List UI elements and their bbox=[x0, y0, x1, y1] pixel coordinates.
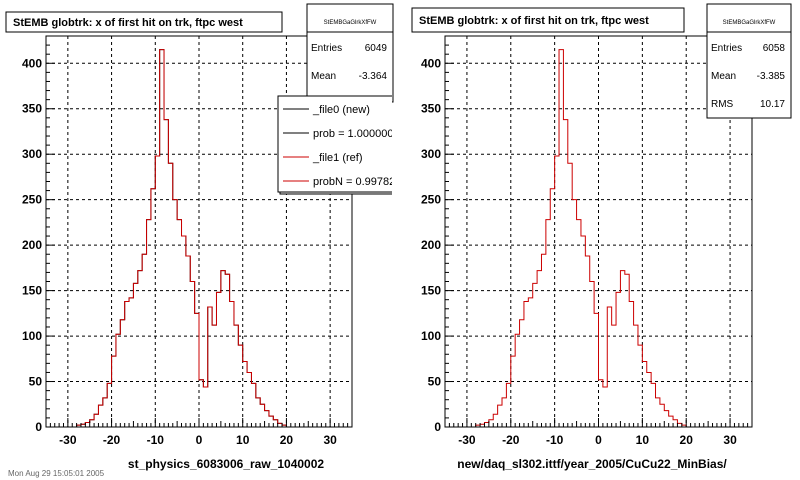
x-tick-label: 0 bbox=[196, 433, 203, 447]
y-tick-label: 400 bbox=[421, 56, 441, 70]
stats-key-mean: Mean bbox=[311, 71, 336, 82]
stats-box bbox=[306, 3, 394, 103]
stats-value-rms: 10.17 bbox=[760, 99, 785, 110]
histogram-series-1 bbox=[76, 49, 287, 427]
y-tick-label: 150 bbox=[22, 284, 42, 298]
x-tick-label: 30 bbox=[723, 433, 737, 447]
histogram-series-0 bbox=[475, 49, 687, 427]
y-tick-label: 100 bbox=[421, 329, 441, 343]
stats-key-rms: RMS bbox=[711, 99, 734, 110]
x-tick-label: 10 bbox=[636, 433, 650, 447]
footer-timestamp: Mon Aug 29 15:05:01 2005 bbox=[8, 469, 105, 478]
legend-entry: _file0 (new) bbox=[312, 104, 370, 116]
legend-entry: prob = 1.000000 bbox=[313, 128, 393, 140]
title-box bbox=[5, 11, 283, 33]
stats-key-mean: Mean bbox=[711, 71, 736, 82]
stats-key-entries: Entries bbox=[311, 43, 342, 54]
x-tick-label: 30 bbox=[323, 433, 337, 447]
stats-box bbox=[706, 3, 792, 119]
x-tick-label: -10 bbox=[147, 433, 165, 447]
x-tick-label: -30 bbox=[458, 433, 476, 447]
y-tick-label: 0 bbox=[35, 420, 42, 434]
y-tick-label: 250 bbox=[421, 193, 441, 207]
y-tick-label: 300 bbox=[421, 147, 441, 161]
x-axis-label: st_physics_6083006_raw_1040002 bbox=[128, 457, 324, 471]
y-tick-label: 200 bbox=[421, 238, 441, 252]
stats-value-mean: -3.364 bbox=[359, 71, 388, 82]
y-tick-label: 250 bbox=[22, 193, 42, 207]
y-tick-label: 300 bbox=[22, 147, 42, 161]
y-tick-label: 200 bbox=[22, 238, 42, 252]
x-tick-label: -20 bbox=[502, 433, 520, 447]
x-tick-label: 20 bbox=[680, 433, 694, 447]
x-tick-label: 0 bbox=[595, 433, 602, 447]
x-tick-label: -10 bbox=[546, 433, 564, 447]
histogram-series-0 bbox=[76, 49, 287, 427]
y-tick-label: 350 bbox=[421, 102, 441, 116]
legend-box: _file0 (new) prob = 1.000000 _file1 (ref) p… bbox=[277, 95, 395, 195]
legend-entry: probN = 0.99782 bbox=[313, 176, 395, 188]
y-tick-label: 100 bbox=[22, 329, 42, 343]
y-tick-label: 350 bbox=[22, 102, 42, 116]
x-tick-label: -30 bbox=[59, 433, 77, 447]
legend-entry: _file1 (ref) bbox=[312, 152, 363, 164]
plot-title: StEMB globtrk: x of first hit on trk, ft… bbox=[13, 17, 243, 29]
right-histogram-panel: -30 -20 -10 0 10 20 30050100150200250300350400… bbox=[411, 3, 792, 471]
y-tick-label: 150 bbox=[421, 284, 441, 298]
y-tick-label: 400 bbox=[22, 56, 42, 70]
y-tick-label: 0 bbox=[434, 420, 441, 434]
y-tick-label: 50 bbox=[428, 375, 442, 389]
stats-value-entries: 6049 bbox=[365, 43, 388, 54]
stats-name: StEMBGaGlrkXfFW bbox=[723, 20, 776, 26]
stats-value-entries: 6058 bbox=[763, 43, 786, 54]
plot-title: StEMB globtrk: x of first hit on trk, ft… bbox=[419, 15, 649, 27]
x-tick-label: 10 bbox=[236, 433, 250, 447]
legend-background bbox=[277, 95, 392, 193]
left-histogram-panel: -30 -20 -10 0 10 20 30050100150200250300350400… bbox=[5, 3, 394, 471]
stats-key-entries: Entries bbox=[711, 43, 742, 54]
x-axis-label: new/daq_sl302.ittf/year_2005/CuCu22_MinB… bbox=[457, 457, 727, 471]
y-tick-label: 50 bbox=[29, 375, 43, 389]
x-tick-label: -20 bbox=[103, 433, 121, 447]
stats-value-mean: -3.385 bbox=[757, 71, 786, 82]
x-tick-label: 20 bbox=[280, 433, 294, 447]
stats-name: StEMBGaGlrkXfFW bbox=[324, 20, 377, 26]
title-box bbox=[411, 7, 685, 33]
